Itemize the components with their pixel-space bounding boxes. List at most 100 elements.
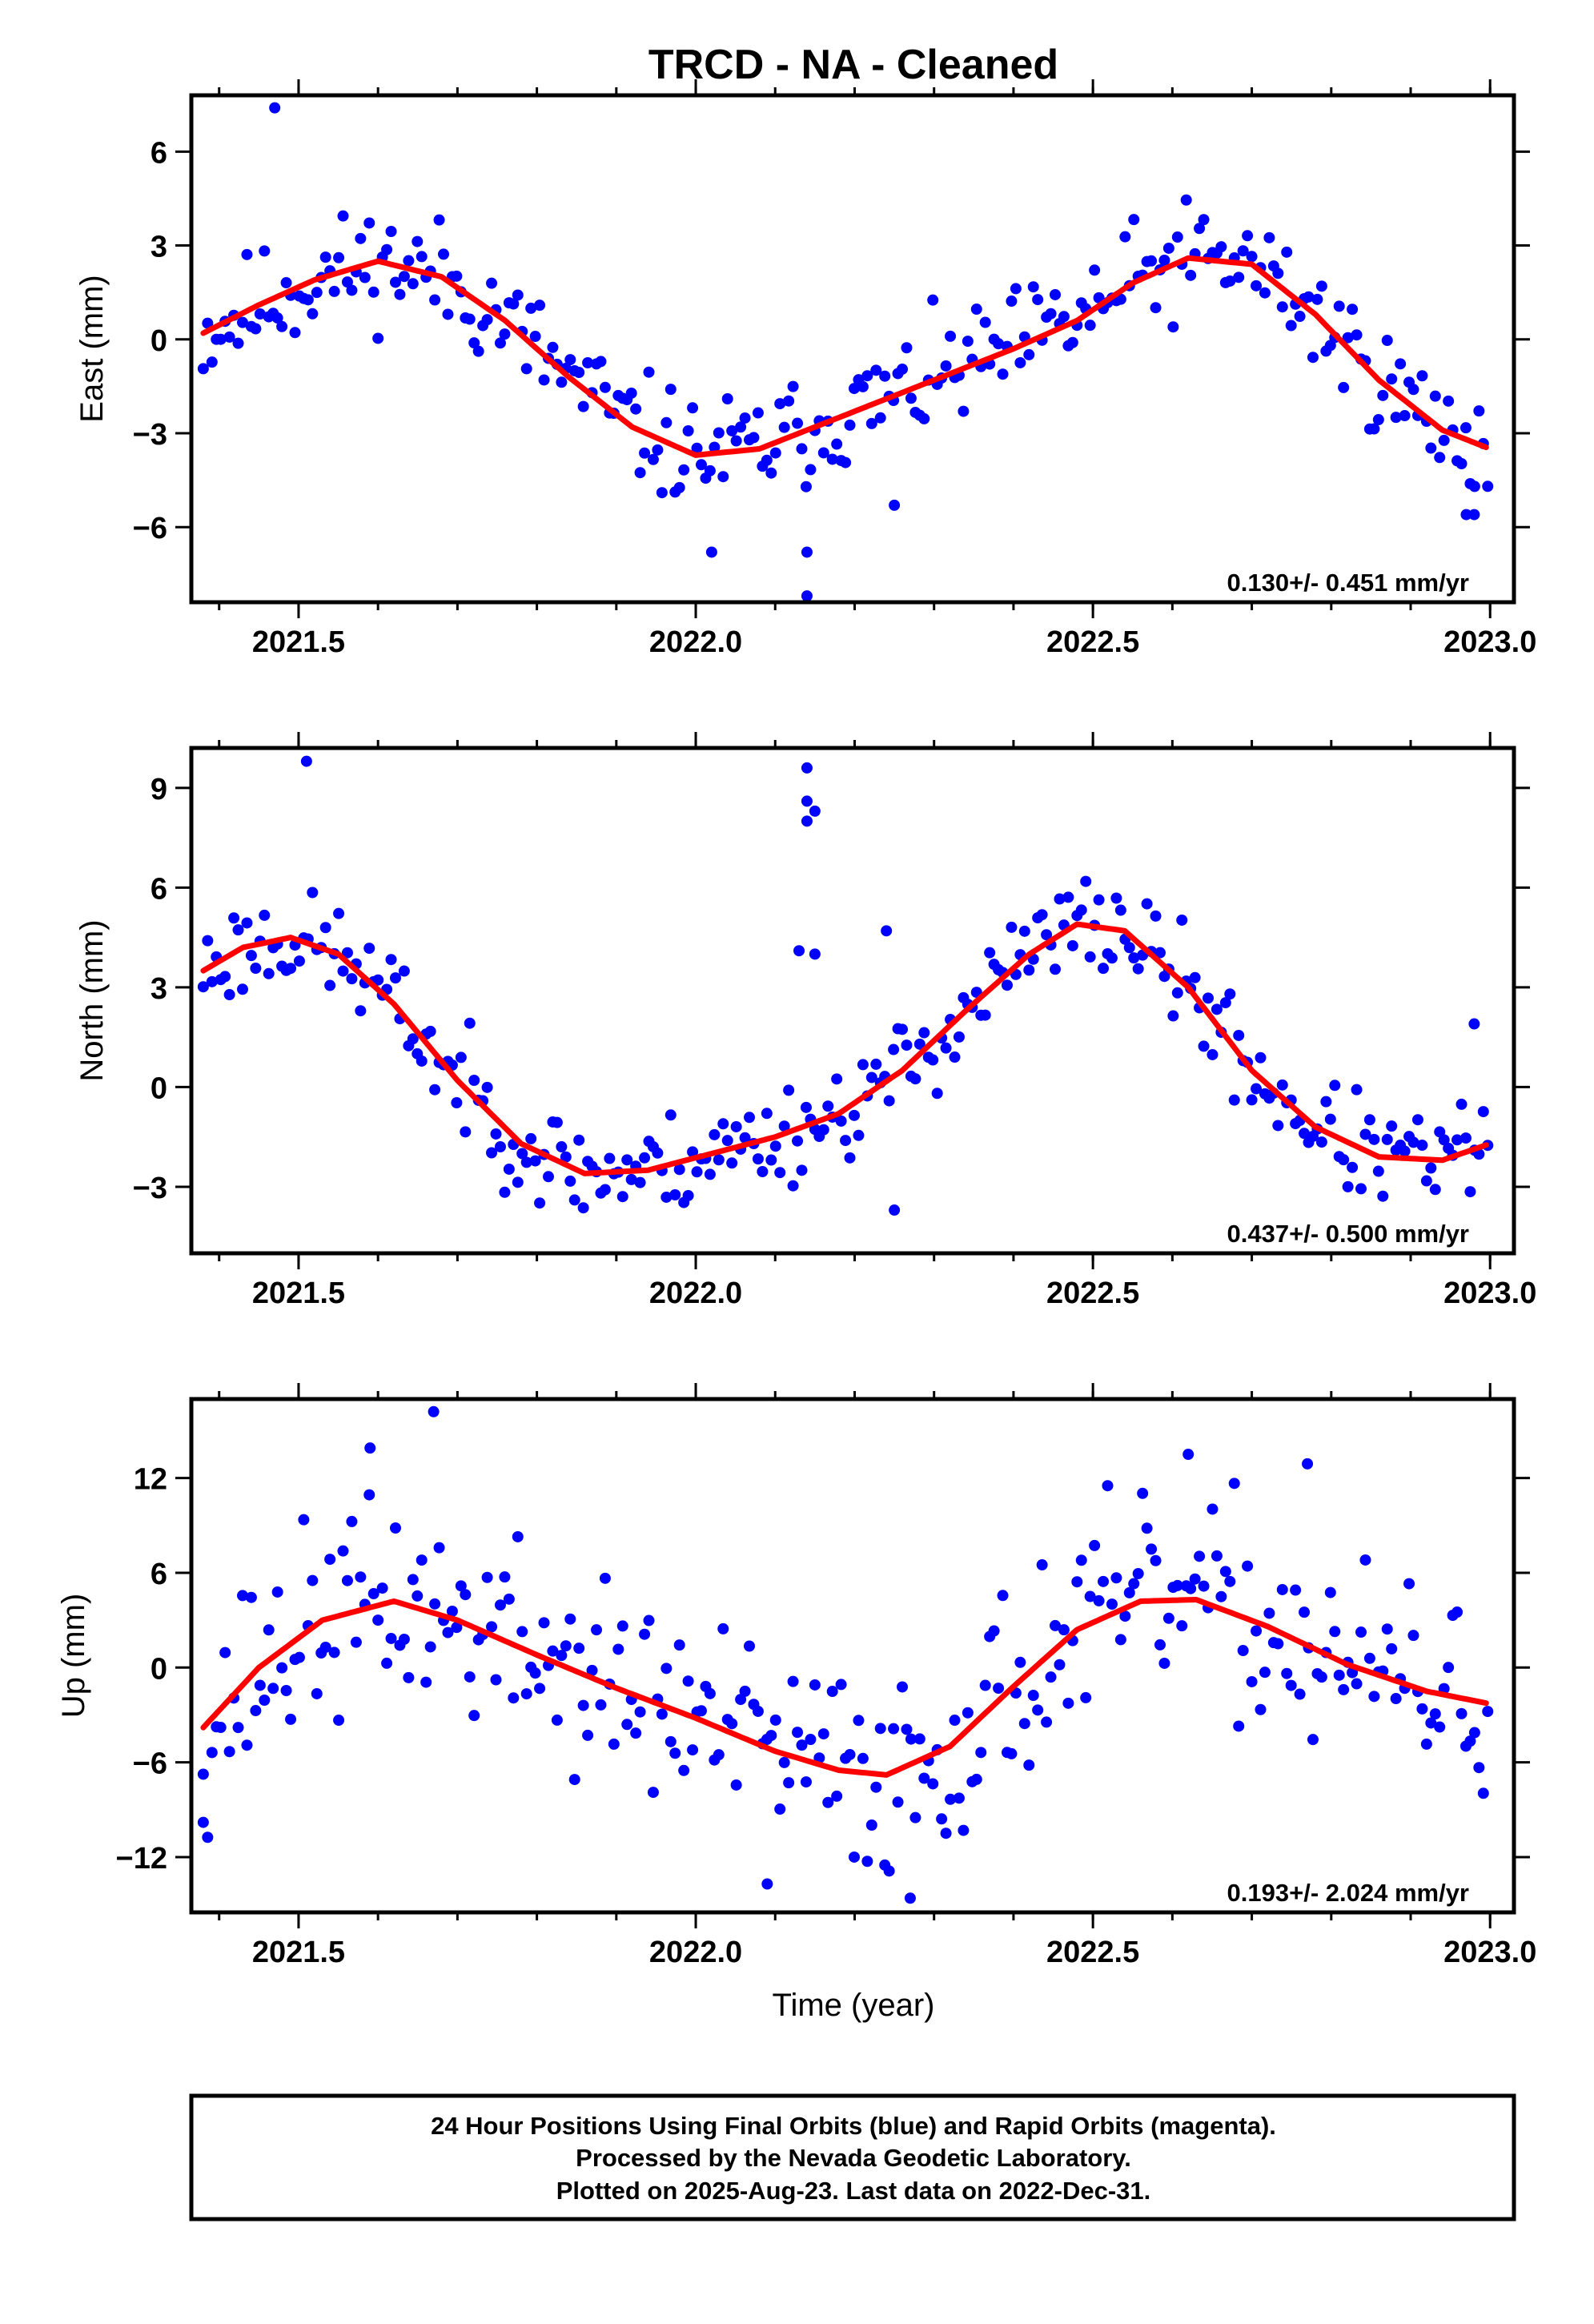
data-point bbox=[219, 1647, 231, 1659]
data-point bbox=[412, 235, 424, 247]
data-point bbox=[359, 271, 371, 283]
data-point bbox=[1189, 971, 1201, 983]
data-point bbox=[481, 1081, 493, 1093]
data-point bbox=[464, 1017, 476, 1029]
data-point bbox=[293, 955, 305, 967]
data-point bbox=[538, 1617, 550, 1629]
data-point bbox=[1071, 1576, 1083, 1588]
data-point bbox=[1023, 348, 1035, 360]
y-tick-label: 12 bbox=[134, 1463, 167, 1497]
data-point bbox=[897, 1681, 909, 1693]
data-point bbox=[709, 1128, 721, 1140]
data-point bbox=[682, 1675, 694, 1687]
data-point bbox=[796, 1739, 808, 1751]
data-point bbox=[927, 1054, 939, 1066]
data-point bbox=[748, 432, 760, 444]
data-point bbox=[529, 1667, 541, 1679]
data-point bbox=[1010, 283, 1022, 295]
data-point bbox=[634, 1176, 646, 1188]
data-point bbox=[564, 1613, 576, 1625]
data-point bbox=[341, 1574, 353, 1586]
data-point bbox=[534, 1683, 546, 1695]
data-point bbox=[1381, 1133, 1393, 1145]
data-point bbox=[621, 1154, 633, 1166]
data-point bbox=[1032, 294, 1044, 306]
data-point bbox=[616, 1620, 628, 1632]
data-point bbox=[1180, 194, 1192, 206]
data-point bbox=[1150, 302, 1162, 314]
outlier-point bbox=[801, 546, 813, 558]
data-point bbox=[621, 1719, 633, 1731]
data-point bbox=[1167, 321, 1179, 333]
data-point bbox=[713, 427, 725, 439]
data-point bbox=[927, 1778, 939, 1790]
data-point bbox=[840, 1135, 852, 1147]
y-tick-label: 3 bbox=[151, 972, 167, 1006]
outlier-point bbox=[1302, 1458, 1314, 1470]
data-point bbox=[573, 367, 585, 379]
data-point bbox=[254, 1679, 266, 1691]
data-point bbox=[1425, 1717, 1437, 1729]
outlier-point bbox=[809, 805, 821, 817]
data-point bbox=[1242, 230, 1254, 242]
data-point bbox=[385, 226, 397, 238]
outlier-point bbox=[801, 815, 813, 827]
data-point bbox=[826, 1686, 838, 1698]
data-point bbox=[1311, 293, 1323, 305]
data-point bbox=[337, 1545, 349, 1557]
data-point bbox=[769, 447, 781, 459]
data-point bbox=[861, 370, 873, 382]
data-point bbox=[918, 1027, 930, 1039]
data-point bbox=[516, 1626, 528, 1638]
data-point bbox=[975, 1747, 987, 1759]
data-point bbox=[682, 424, 694, 436]
data-point bbox=[752, 407, 764, 419]
data-point bbox=[1098, 1575, 1110, 1587]
data-point bbox=[997, 1590, 1009, 1602]
data-point bbox=[800, 1776, 812, 1788]
data-point bbox=[1185, 1582, 1197, 1594]
data-point bbox=[494, 337, 506, 349]
outlier-point bbox=[889, 499, 901, 511]
data-point bbox=[870, 1058, 882, 1070]
data-point bbox=[556, 1141, 568, 1153]
data-point bbox=[319, 1641, 331, 1653]
data-point bbox=[367, 1588, 379, 1600]
y-tick-label: 3 bbox=[151, 231, 167, 264]
data-point bbox=[1416, 1140, 1428, 1152]
data-point bbox=[464, 1671, 476, 1683]
data-point bbox=[223, 989, 235, 1001]
data-point bbox=[874, 1723, 886, 1735]
data-point bbox=[774, 398, 786, 410]
data-point bbox=[525, 1132, 537, 1144]
data-point bbox=[1098, 963, 1110, 975]
data-point bbox=[328, 285, 340, 297]
data-point bbox=[1320, 1096, 1332, 1108]
data-point bbox=[796, 1164, 808, 1176]
data-point bbox=[236, 1590, 248, 1602]
data-point bbox=[612, 1643, 624, 1655]
data-point bbox=[840, 456, 852, 468]
data-point bbox=[236, 316, 248, 328]
data-point bbox=[673, 481, 685, 493]
data-point bbox=[1395, 358, 1407, 370]
y-axis-label: Up (mm) bbox=[56, 1594, 91, 1719]
data-point bbox=[643, 366, 655, 378]
data-point bbox=[1062, 891, 1074, 903]
data-point bbox=[1434, 452, 1446, 464]
data-point bbox=[472, 345, 484, 357]
data-point bbox=[625, 387, 637, 399]
data-point bbox=[442, 1626, 454, 1638]
data-point bbox=[1281, 1667, 1293, 1679]
data-point bbox=[678, 1764, 690, 1776]
data-point bbox=[573, 1642, 585, 1655]
data-point bbox=[927, 294, 939, 306]
data-point bbox=[1338, 1154, 1350, 1166]
data-point bbox=[355, 1571, 367, 1583]
data-point bbox=[616, 1191, 628, 1203]
data-point bbox=[647, 1787, 659, 1799]
outlier-point bbox=[904, 1892, 916, 1904]
outlier-point bbox=[889, 1204, 901, 1216]
data-point bbox=[979, 1009, 991, 1021]
data-point bbox=[979, 1679, 991, 1691]
